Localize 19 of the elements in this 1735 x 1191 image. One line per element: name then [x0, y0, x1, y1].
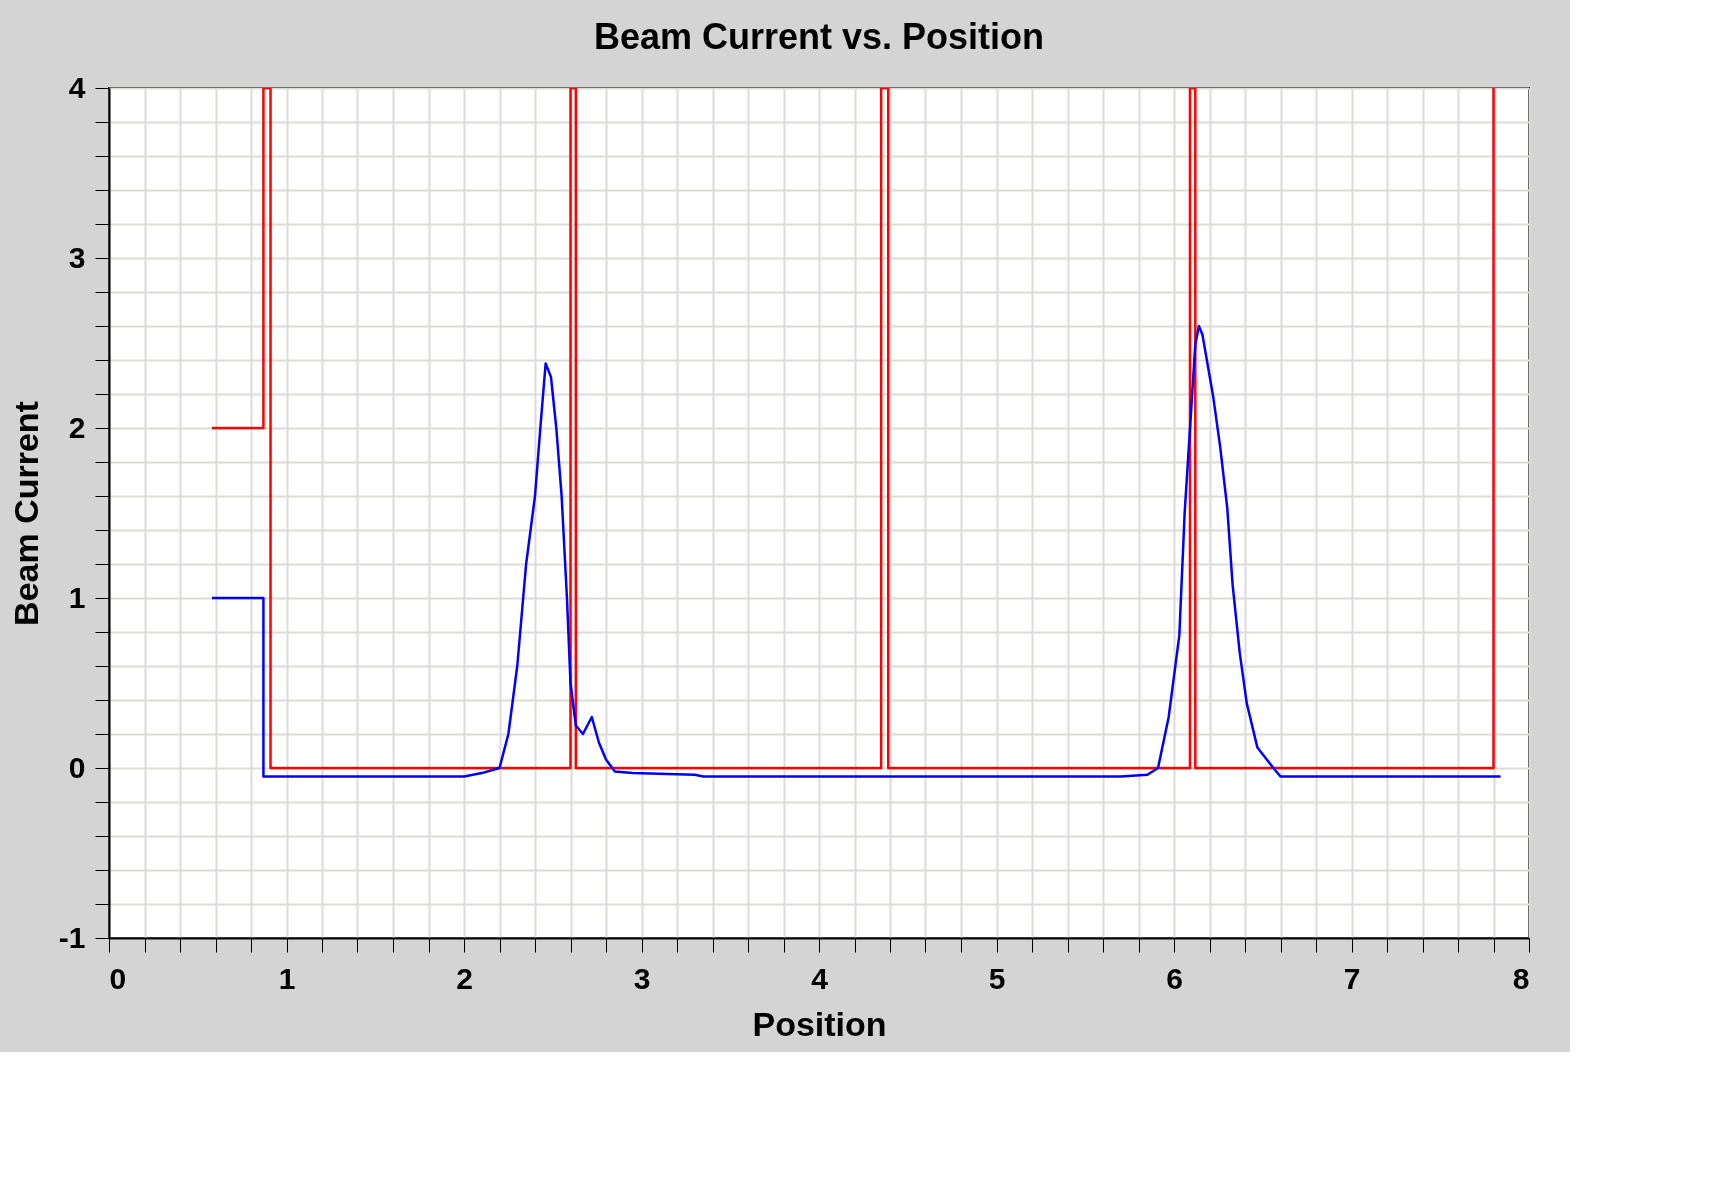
- chart-title: Beam Current vs. Position: [593, 16, 1045, 57]
- x-tick-label: 5: [988, 961, 1006, 995]
- x-tick-label: 3: [633, 961, 651, 995]
- y-tick-label: 1: [68, 580, 86, 614]
- x-tick-label: 1: [278, 961, 296, 995]
- x-tick-label: 0: [109, 961, 127, 995]
- y-axis-title: Beam Current: [6, 401, 45, 626]
- y-tick-label: 3: [68, 240, 86, 274]
- y-tick-label: -1: [58, 920, 86, 954]
- y-tick-label: 2: [68, 410, 86, 444]
- x-tick-label: 2: [456, 961, 473, 995]
- y-tick-label: 4: [68, 70, 86, 104]
- x-axis-title: Position: [752, 1004, 887, 1043]
- x-tick-label: 7: [1343, 961, 1361, 995]
- x-tick-label: 4: [811, 961, 829, 995]
- line-series: [210, 324, 1502, 778]
- x-tick-label: 6: [1166, 961, 1183, 995]
- y-tick-label: 0: [68, 750, 86, 784]
- x-tick-label: 8: [1512, 961, 1530, 995]
